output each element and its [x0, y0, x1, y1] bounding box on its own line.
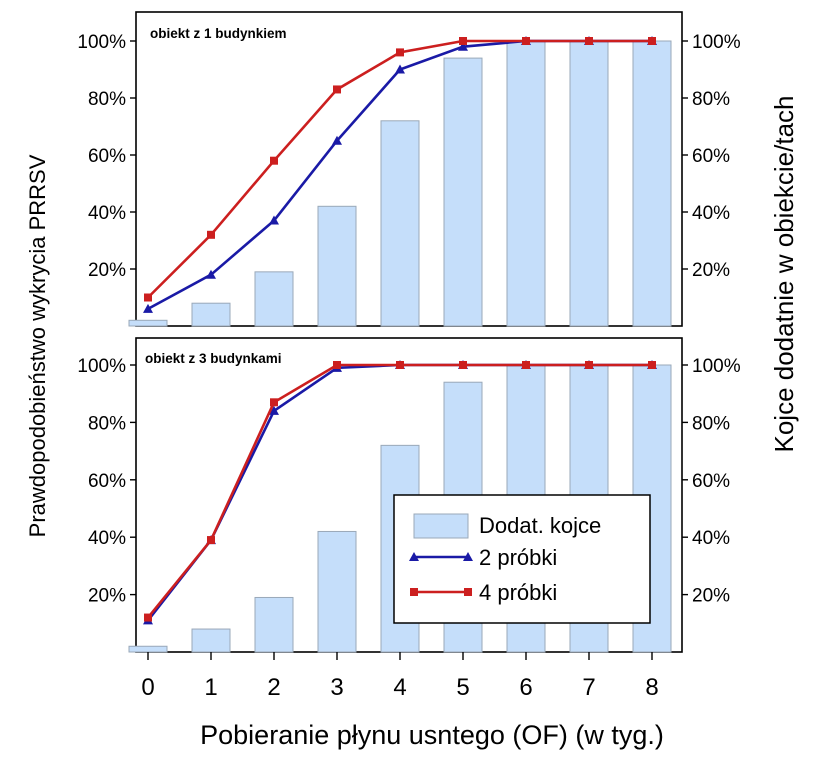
- x-tick-label: 2: [267, 674, 280, 701]
- point-triangle: [395, 64, 405, 74]
- y-left-tick-label: 40%: [88, 203, 126, 224]
- panel-title: obiekt z 1 budynkiem: [150, 26, 287, 41]
- legend-marker: [463, 552, 473, 561]
- y-right-tick-label: 60%: [692, 471, 730, 492]
- bar: [632, 40, 672, 327]
- point-square: [585, 361, 593, 369]
- point-square: [144, 293, 152, 302]
- x-tick-label: 8: [645, 674, 658, 701]
- point-square: [144, 613, 152, 622]
- bar: [191, 302, 231, 327]
- x-tick-label: 0: [141, 674, 154, 701]
- y-left-tick-label: 100%: [77, 356, 126, 377]
- x-tick-label: 7: [582, 674, 595, 701]
- y-right-tick-label: 20%: [692, 260, 730, 281]
- point-triangle: [269, 215, 279, 225]
- bar: [254, 596, 294, 653]
- y-right-tick-label: 60%: [692, 146, 730, 167]
- legend-marker: [464, 588, 472, 596]
- point-triangle: [458, 41, 468, 51]
- point-square: [522, 361, 530, 369]
- y-right-tick-label: 100%: [692, 356, 741, 377]
- legend-swatch-bar: [413, 513, 469, 539]
- y-left-tick-label: 100%: [77, 32, 126, 53]
- legend-label: 2 próbki: [479, 545, 557, 570]
- point-square: [396, 361, 404, 369]
- y-right-tick-label: 40%: [692, 528, 730, 549]
- y-left-tick-label: 80%: [88, 89, 126, 110]
- point-square: [459, 361, 467, 369]
- bar: [569, 40, 609, 327]
- point-square: [522, 37, 530, 45]
- x-axis: 0 1 2 3 4 5 6 7 8: [141, 652, 659, 701]
- bar: [128, 645, 168, 653]
- point-square: [270, 156, 278, 165]
- y-right-tick-label: 100%: [692, 32, 741, 53]
- x-tick-label: 5: [456, 674, 469, 701]
- point-square: [207, 536, 215, 545]
- legend: Dodat. kojce 2 próbki 4 próbki: [393, 494, 651, 624]
- point-square: [207, 230, 215, 239]
- bar: [254, 271, 294, 327]
- point-square: [333, 85, 341, 94]
- bar: [191, 628, 231, 653]
- legend-marker: [410, 588, 418, 596]
- y-left-tick-label: 60%: [88, 471, 126, 492]
- y-left-tick-label: 20%: [88, 260, 126, 281]
- bar: [317, 205, 357, 327]
- point-square: [648, 37, 656, 45]
- y-right-tick-label: 80%: [692, 413, 730, 434]
- x-axis-title: Pobieranie płynu usntego (OF) (w tyg.): [200, 720, 664, 750]
- point-triangle: [269, 405, 279, 415]
- panel-top: 20% 20% 40% 40% 60% 60% 80% 80% 100% 100% obiekt z…: [77, 11, 741, 327]
- y-right-tick-label: 80%: [692, 89, 730, 110]
- bar: [380, 120, 420, 327]
- point-square: [459, 37, 467, 45]
- point-square: [585, 37, 593, 45]
- x-tick-label: 1: [204, 674, 217, 701]
- x-tick-label: 3: [330, 674, 343, 701]
- y-left-tick-label: 20%: [88, 586, 126, 607]
- point-triangle: [332, 135, 342, 145]
- bar: [443, 57, 483, 327]
- panel-title: obiekt z 3 budynkami: [145, 351, 282, 366]
- point-triangle: [143, 303, 153, 313]
- legend-label: 4 próbki: [479, 580, 557, 605]
- y-right-tick-label: 20%: [692, 586, 730, 607]
- y-left-tick-label: 80%: [88, 413, 126, 434]
- point-square: [396, 48, 404, 57]
- point-square: [648, 361, 656, 369]
- y-axis-right-title: Kojce dodatnie w obiekcie/tach: [769, 95, 799, 452]
- y-axis-left-title: Prawdopodobieństwo wykrycia PRRSV: [25, 154, 50, 537]
- bar: [317, 530, 357, 653]
- point-triangle: [206, 269, 216, 279]
- legend-label: Dodat. kojce: [479, 513, 601, 538]
- bar: [506, 40, 546, 327]
- bar: [128, 319, 168, 327]
- legend-marker: [409, 552, 419, 561]
- x-tick-label: 4: [393, 674, 406, 701]
- point-square: [270, 398, 278, 407]
- y-left-tick-label: 40%: [88, 528, 126, 549]
- x-tick-label: 6: [519, 674, 532, 701]
- y-left-tick-label: 60%: [88, 146, 126, 167]
- point-square: [333, 361, 341, 369]
- y-right-tick-label: 40%: [692, 203, 730, 224]
